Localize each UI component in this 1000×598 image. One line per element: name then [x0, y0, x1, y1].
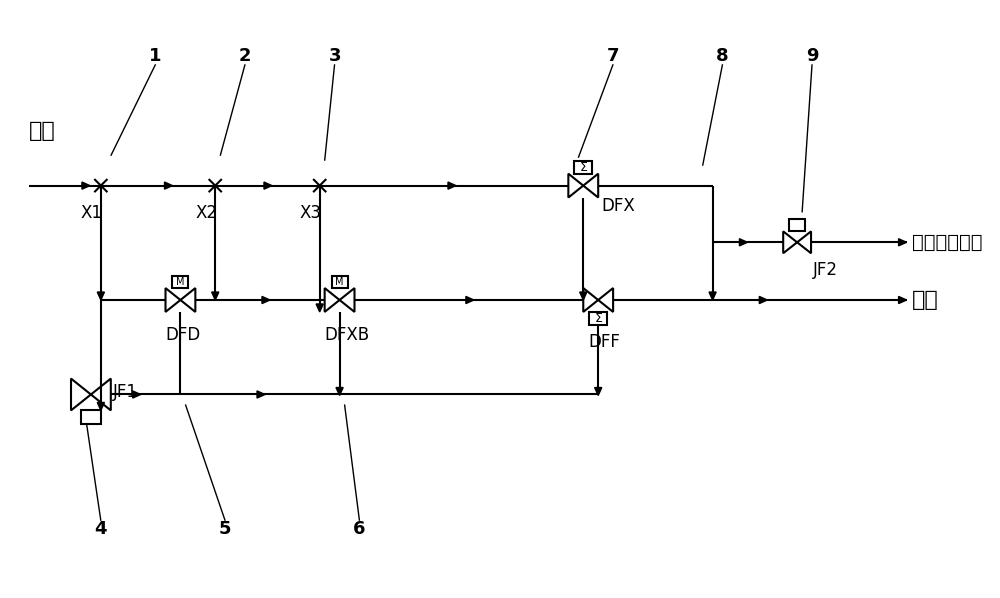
Text: 8: 8 [716, 47, 729, 65]
Text: 6: 6 [353, 520, 366, 538]
Text: 进气: 进气 [29, 121, 56, 141]
Bar [789, 219, 805, 231]
Text: DFD: DFD [166, 326, 201, 344]
Text: 4: 4 [95, 520, 107, 538]
Bar [574, 161, 592, 173]
Text: JF1: JF1 [113, 383, 138, 401]
Text: 增压: 增压 [912, 290, 938, 310]
Polygon shape [448, 182, 456, 189]
Text: Σ: Σ [579, 161, 587, 173]
Text: 7: 7 [607, 47, 619, 65]
Text: Σ: Σ [594, 312, 602, 325]
Text: X2: X2 [195, 205, 217, 222]
Polygon shape [133, 391, 141, 398]
Polygon shape [316, 304, 323, 312]
Polygon shape [97, 402, 104, 410]
Polygon shape [82, 182, 90, 189]
Text: 2: 2 [239, 47, 251, 65]
Bar [172, 276, 188, 288]
Text: 3: 3 [328, 47, 341, 65]
Text: 9: 9 [806, 47, 818, 65]
Bar [332, 276, 348, 288]
Polygon shape [739, 239, 747, 246]
Text: JF2: JF2 [813, 261, 838, 279]
Polygon shape [759, 297, 767, 304]
Text: DFXB: DFXB [325, 326, 370, 344]
Polygon shape [257, 391, 265, 398]
Polygon shape [466, 297, 474, 304]
Polygon shape [336, 388, 343, 395]
Text: DFX: DFX [601, 197, 635, 215]
Text: DFF: DFF [588, 332, 620, 351]
Text: X3: X3 [300, 205, 322, 222]
Polygon shape [212, 292, 219, 300]
Text: 1: 1 [149, 47, 162, 65]
Polygon shape [595, 388, 602, 395]
Polygon shape [264, 182, 272, 189]
Text: 5: 5 [219, 520, 231, 538]
Polygon shape [97, 292, 104, 300]
Polygon shape [165, 182, 172, 189]
Bar [81, 410, 101, 425]
Polygon shape [262, 297, 270, 304]
Text: M: M [335, 277, 344, 287]
Polygon shape [580, 292, 587, 300]
Polygon shape [709, 292, 716, 300]
Bar [589, 312, 607, 325]
Polygon shape [899, 297, 907, 304]
Text: M: M [176, 277, 185, 287]
Polygon shape [899, 239, 907, 246]
Text: 增压管路放气: 增压管路放气 [912, 233, 982, 252]
Text: X1: X1 [81, 205, 103, 222]
